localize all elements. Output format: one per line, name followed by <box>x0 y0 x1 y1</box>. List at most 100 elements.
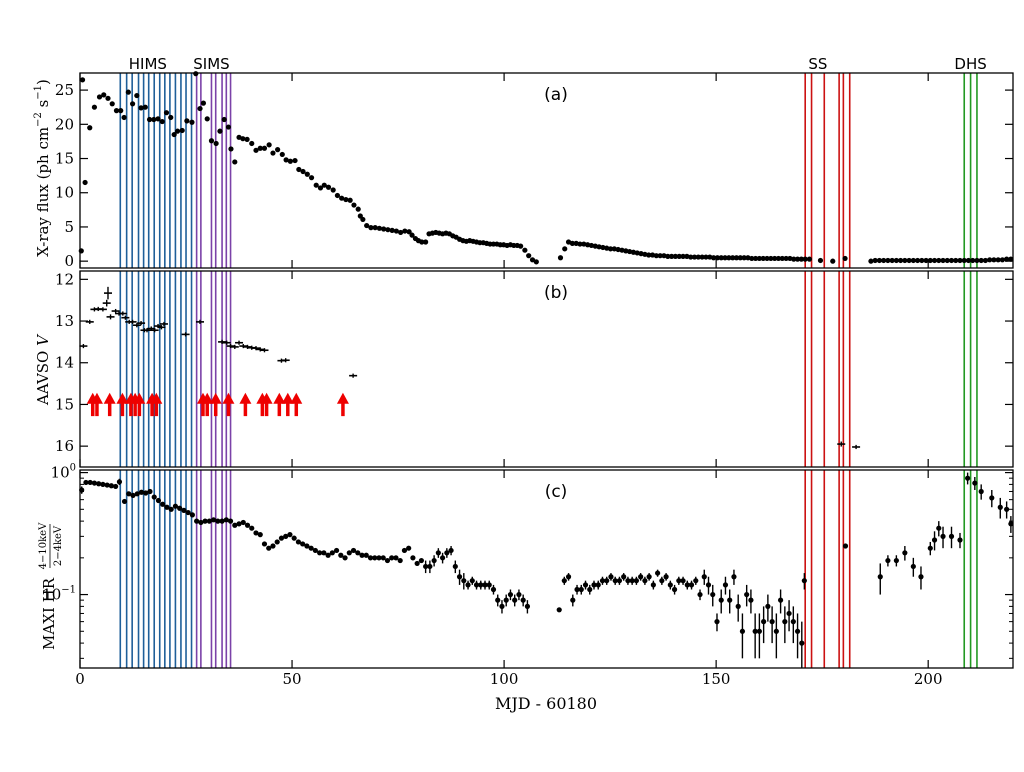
data-point <box>752 628 758 634</box>
data-point <box>791 256 797 262</box>
limit-arrow-head <box>281 392 294 404</box>
data-point <box>638 574 644 580</box>
data-point <box>948 257 955 264</box>
data-point <box>918 574 924 580</box>
data-point <box>663 574 669 580</box>
data-point <box>764 255 770 262</box>
data-point <box>393 555 399 561</box>
data-point <box>607 246 614 252</box>
data-point <box>79 77 86 83</box>
data-point <box>817 257 824 264</box>
data-point <box>308 175 315 181</box>
data-point <box>181 507 187 513</box>
data-point <box>529 257 536 263</box>
data-point <box>155 116 161 122</box>
data-point <box>159 118 165 125</box>
y-tick-label-base: 10 <box>42 586 61 604</box>
data-point <box>418 557 424 564</box>
data-point <box>194 518 200 524</box>
data-point <box>439 555 446 561</box>
limit-arrow-head <box>209 392 222 404</box>
y-tick-label: 100 <box>51 463 76 482</box>
data-point <box>244 136 250 142</box>
data-point <box>96 94 103 100</box>
data-point <box>113 108 120 114</box>
y-tick-label: 10−1 <box>42 585 76 604</box>
data-point <box>790 619 796 625</box>
data-point <box>342 555 348 561</box>
data-point <box>989 495 995 501</box>
x-tick-label: 200 <box>914 670 943 688</box>
data-point <box>101 92 107 98</box>
data-point <box>931 537 938 543</box>
data-point <box>520 597 526 603</box>
data-point <box>419 239 425 245</box>
data-point <box>96 481 102 487</box>
data-point <box>741 255 747 261</box>
data-point <box>919 257 925 264</box>
data-point <box>577 241 583 247</box>
y-tick-label: 10 <box>55 184 74 202</box>
panel-a-frame <box>79 72 1014 269</box>
data-point <box>221 116 227 123</box>
data-point <box>565 574 572 580</box>
data-point <box>587 586 593 593</box>
data-point <box>561 578 567 584</box>
x-tick-label: 50 <box>282 670 301 688</box>
data-point <box>253 530 259 536</box>
state-label-sims: SIMS <box>193 55 229 73</box>
data-point <box>495 597 501 603</box>
data-point <box>978 488 984 495</box>
data-point <box>452 563 458 570</box>
panel-c-points <box>79 472 1014 668</box>
data-point <box>646 574 652 580</box>
data-point <box>526 253 532 259</box>
limit-arrow-head <box>222 392 235 404</box>
data-point <box>350 547 357 554</box>
data-point <box>304 543 310 549</box>
data-point <box>876 257 883 264</box>
data-point <box>667 582 673 588</box>
data-point <box>338 552 344 558</box>
data-point <box>522 247 528 253</box>
data-point <box>730 255 736 261</box>
data-point <box>236 521 242 527</box>
data-point <box>398 229 404 236</box>
data-point <box>317 550 323 556</box>
data-point <box>171 131 177 138</box>
data-point <box>384 557 391 564</box>
limit-arrow-head <box>260 392 273 404</box>
data-point <box>794 628 801 634</box>
data-point <box>364 222 370 229</box>
data-point <box>300 168 306 175</box>
data-point <box>189 119 195 125</box>
y-tick-label: 12 <box>55 270 74 288</box>
data-point <box>87 125 93 131</box>
data-point <box>657 253 663 259</box>
data-point <box>177 505 183 511</box>
panel-a: 0 5 10 15 20 25 (a) X-ray flux (ph cm−2 s−1) <box>33 71 1014 270</box>
data-point <box>109 101 115 107</box>
data-point <box>604 578 610 584</box>
data-point <box>376 555 382 561</box>
data-point <box>321 550 327 556</box>
data-point <box>625 578 631 584</box>
data-point <box>138 489 145 495</box>
data-point <box>347 197 353 203</box>
data-point <box>889 257 895 264</box>
data-point <box>612 578 618 584</box>
data-point <box>193 71 199 77</box>
data-point <box>217 128 223 134</box>
data-point <box>409 232 415 238</box>
data-point <box>473 582 480 588</box>
data-point <box>389 555 395 561</box>
data-point <box>699 254 705 260</box>
data-point <box>1004 506 1010 512</box>
panel-c-label: (c) <box>545 482 568 502</box>
data-point <box>760 255 766 262</box>
data-point <box>372 225 378 231</box>
data-point <box>227 518 234 524</box>
state-labels: HIMS SIMS SS DHS <box>129 55 987 73</box>
data-point <box>688 254 694 260</box>
